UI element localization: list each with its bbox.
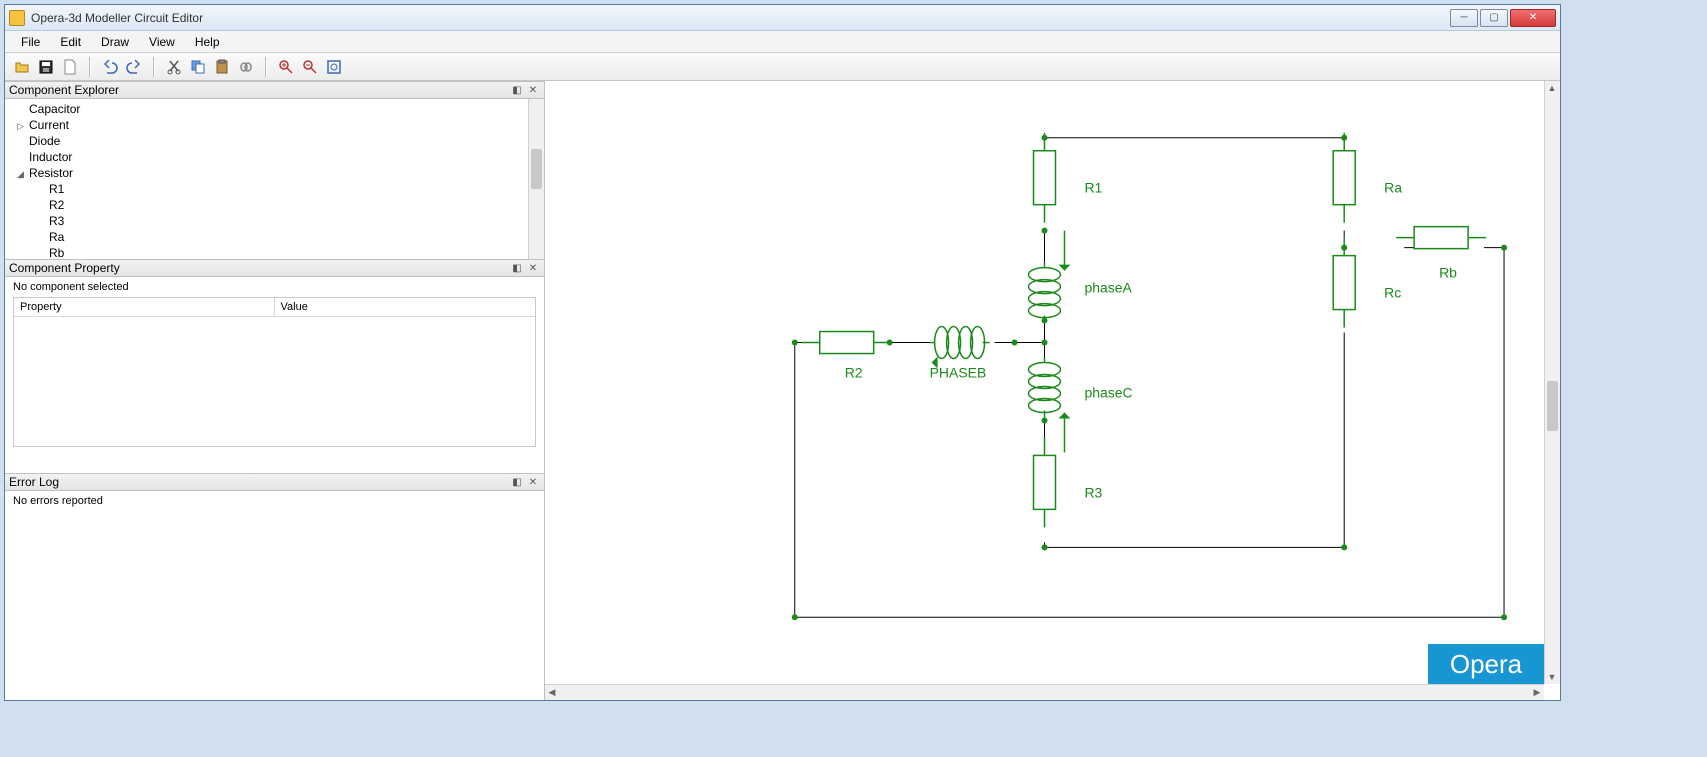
- svg-text:PHASEB: PHASEB: [930, 365, 987, 381]
- undo-icon[interactable]: [99, 56, 121, 78]
- paste-icon[interactable]: [211, 56, 233, 78]
- minimize-button[interactable]: ─: [1450, 9, 1478, 27]
- menubar: File Edit Draw View Help: [5, 31, 1560, 53]
- zoom-out-icon[interactable]: [299, 56, 321, 78]
- link-icon[interactable]: [235, 56, 257, 78]
- canvas-h-scrollbar[interactable]: ◀▶: [545, 684, 1544, 700]
- copy-icon[interactable]: [187, 56, 209, 78]
- undock-icon[interactable]: ◧: [510, 83, 524, 97]
- property-table: Property Value: [13, 297, 536, 447]
- menu-file[interactable]: File: [11, 33, 50, 51]
- canvas-area: R1R2R3RaRbRcphaseAPHASEBphaseC Opera ◀▶ …: [545, 81, 1560, 700]
- panel-close-icon[interactable]: ✕: [526, 83, 540, 97]
- error-log-title: Error Log: [9, 475, 59, 489]
- tree-item[interactable]: Inductor: [5, 149, 544, 165]
- left-column: Component Explorer ◧ ✕ Capacitor▷Current…: [5, 81, 545, 700]
- tree-item[interactable]: Capacitor: [5, 101, 544, 117]
- error-log-message: No errors reported: [5, 491, 544, 511]
- property-message: No component selected: [5, 277, 544, 297]
- svg-text:phaseA: phaseA: [1084, 280, 1132, 296]
- close-button[interactable]: ✕: [1510, 9, 1556, 27]
- circuit-canvas[interactable]: R1 R2 R3 Ra Rb Rc phaseA PHASEB phaseC: [545, 81, 1544, 684]
- svg-text:Rb: Rb: [1439, 265, 1457, 281]
- undock-icon[interactable]: ◧: [510, 475, 524, 489]
- menu-help[interactable]: Help: [185, 33, 230, 51]
- svg-text:phaseC: phaseC: [1084, 384, 1132, 400]
- tree-item[interactable]: ▷Current: [5, 117, 544, 133]
- new-icon[interactable]: [59, 56, 81, 78]
- maximize-button[interactable]: ▢: [1480, 9, 1508, 27]
- explorer-scrollbar[interactable]: [528, 99, 544, 259]
- tree-item[interactable]: R2: [5, 197, 544, 213]
- toolbar: [5, 53, 1560, 81]
- svg-text:R1: R1: [1084, 180, 1102, 196]
- component-property-title: Component Property: [9, 261, 120, 275]
- property-col-name: Property: [14, 298, 275, 316]
- panel-close-icon[interactable]: ✕: [526, 261, 540, 275]
- svg-text:R3: R3: [1084, 484, 1102, 500]
- property-col-value: Value: [275, 298, 314, 316]
- cut-icon[interactable]: [163, 56, 185, 78]
- tree-item[interactable]: R1: [5, 181, 544, 197]
- svg-text:R2: R2: [845, 365, 863, 381]
- redo-icon[interactable]: [123, 56, 145, 78]
- zoom-in-icon[interactable]: [275, 56, 297, 78]
- undock-icon[interactable]: ◧: [510, 261, 524, 275]
- menu-draw[interactable]: Draw: [91, 33, 139, 51]
- component-property-panel: Component Property ◧ ✕ No component sele…: [5, 259, 544, 473]
- save-icon[interactable]: [35, 56, 57, 78]
- menu-view[interactable]: View: [139, 33, 185, 51]
- canvas-v-scrollbar[interactable]: ▲▼: [1544, 81, 1560, 684]
- component-explorer-panel: Component Explorer ◧ ✕ Capacitor▷Current…: [5, 81, 544, 259]
- titlebar: Opera-3d Modeller Circuit Editor ─ ▢ ✕: [5, 5, 1560, 31]
- tree-item[interactable]: Rb: [5, 245, 544, 259]
- zoom-extents-icon[interactable]: [323, 56, 345, 78]
- tree-item[interactable]: Ra: [5, 229, 544, 245]
- open-icon[interactable]: [11, 56, 33, 78]
- tree-item[interactable]: Diode: [5, 133, 544, 149]
- app-window: Opera-3d Modeller Circuit Editor ─ ▢ ✕ F…: [4, 4, 1561, 701]
- svg-text:Rc: Rc: [1384, 285, 1401, 301]
- window-title: Opera-3d Modeller Circuit Editor: [31, 11, 1448, 25]
- error-log-panel: Error Log ◧ ✕ No errors reported: [5, 473, 544, 700]
- tree-item[interactable]: R3: [5, 213, 544, 229]
- tree-item[interactable]: ◢Resistor: [5, 165, 544, 181]
- main-split: Component Explorer ◧ ✕ Capacitor▷Current…: [5, 81, 1560, 700]
- app-icon: [9, 10, 25, 26]
- svg-text:Ra: Ra: [1384, 180, 1402, 196]
- component-tree[interactable]: Capacitor▷CurrentDiodeInductor◢ResistorR…: [5, 99, 544, 259]
- opera-watermark: Opera: [1428, 644, 1544, 684]
- panel-close-icon[interactable]: ✕: [526, 475, 540, 489]
- menu-edit[interactable]: Edit: [50, 33, 91, 51]
- component-explorer-title: Component Explorer: [9, 83, 119, 97]
